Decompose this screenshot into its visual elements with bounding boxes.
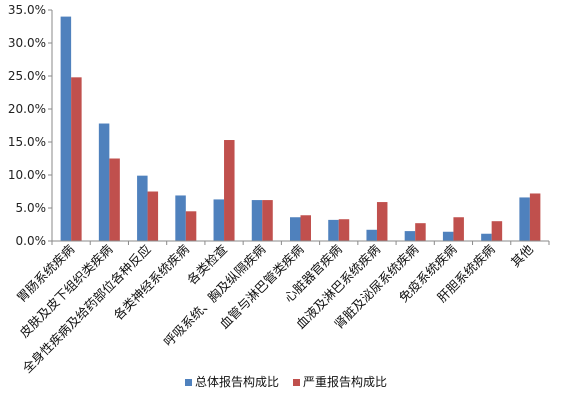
y-tick-label: 10.0% bbox=[8, 168, 46, 182]
bar-serious bbox=[415, 223, 426, 241]
y-tick-label: 5.0% bbox=[16, 201, 47, 215]
bar-serious bbox=[185, 211, 197, 241]
bar-overall bbox=[175, 195, 186, 241]
bar-serious bbox=[109, 158, 120, 241]
bar-overall bbox=[328, 219, 339, 241]
legend-swatch bbox=[293, 379, 300, 386]
bar-serious bbox=[453, 217, 464, 241]
bar-overall bbox=[137, 175, 148, 241]
bar-overall bbox=[519, 197, 530, 241]
bar-overall bbox=[290, 217, 301, 241]
bar-overall bbox=[251, 200, 263, 241]
legend-label: 总体报告构成比 bbox=[195, 374, 279, 389]
bar-overall bbox=[213, 199, 225, 241]
bar-serious bbox=[147, 191, 159, 241]
bar-overall bbox=[98, 123, 110, 241]
bar-serious bbox=[338, 219, 350, 241]
bar-serious bbox=[300, 215, 311, 241]
category-labels: 胃肠系统疾病皮肤及皮下组织类疾病全身性疾病及给药部位各种反应各类神经系统疾病各类… bbox=[14, 241, 537, 376]
bar-serious bbox=[491, 221, 503, 241]
bar-serious bbox=[262, 200, 273, 241]
legend-label: 严重报告构成比 bbox=[303, 374, 387, 389]
y-tick-label: 0.0% bbox=[16, 234, 47, 248]
bar-overall bbox=[60, 16, 72, 241]
bars bbox=[60, 16, 541, 241]
y-axis-ticks: 0.0% 5.0% 10.0% 15.0% 20.0% 25.0% 30.0% 35.0% bbox=[8, 3, 550, 248]
bar-serious bbox=[71, 77, 82, 241]
y-tick-label: 25.0% bbox=[8, 69, 46, 83]
bar-serious bbox=[224, 140, 235, 241]
legend-swatch bbox=[185, 379, 192, 386]
y-tick-label: 35.0% bbox=[8, 3, 46, 17]
y-tick-label: 15.0% bbox=[8, 135, 46, 149]
bar-overall bbox=[366, 229, 377, 241]
bar-serious bbox=[376, 202, 388, 241]
y-tick-label: 30.0% bbox=[8, 36, 46, 50]
bar-serious bbox=[529, 193, 541, 241]
bar-overall bbox=[404, 231, 416, 241]
bar-overall bbox=[442, 231, 454, 241]
y-tick-label: 20.0% bbox=[8, 102, 46, 116]
bar-overall bbox=[481, 233, 492, 241]
x-category-label: 其他 bbox=[508, 241, 537, 270]
legend: 总体报告构成比 严重报告构成比 bbox=[185, 374, 387, 389]
